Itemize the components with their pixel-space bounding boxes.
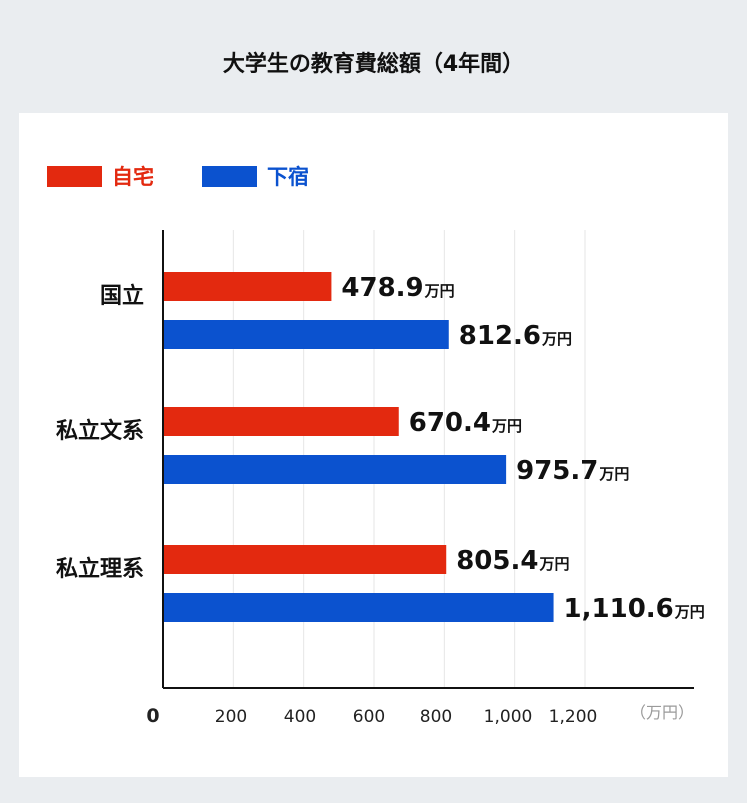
x-tick-label: 1,000 [484, 707, 533, 727]
x-tick-label: 1,200 [549, 707, 598, 727]
x-tick-label: 600 [353, 707, 385, 727]
x-unit-label: （万円） [630, 703, 694, 722]
bar-value-label: 805.4万円 [456, 546, 569, 576]
bar-value-label: 812.6万円 [459, 321, 572, 351]
bar-value-label: 670.4万円 [409, 408, 522, 438]
legend-swatch [47, 166, 102, 187]
legend-swatch [202, 166, 257, 187]
x-tick-label: 200 [215, 707, 247, 727]
category-label: 私立文系 [56, 418, 144, 444]
legend-label: 下宿 [267, 165, 309, 189]
bar-value-label: 1,110.6万円 [564, 594, 705, 624]
category-label: 国立 [100, 283, 144, 309]
bar-home [163, 545, 447, 574]
bar-home [163, 272, 332, 301]
x-tick-label: 800 [420, 707, 452, 727]
legend-label: 自宅 [112, 165, 154, 189]
bar-boarding [163, 320, 449, 349]
x-tick-label: 0 [146, 705, 159, 727]
chart-title: 大学生の教育費総額（4年間） [222, 52, 525, 77]
bar-home [163, 407, 399, 436]
x-tick-label: 400 [284, 707, 316, 727]
category-label: 私立理系 [56, 556, 144, 582]
bar-value-label: 975.7万円 [516, 456, 629, 486]
bar-value-label: 478.9万円 [341, 273, 454, 303]
bar-boarding [163, 455, 507, 484]
bar-boarding [163, 593, 554, 622]
